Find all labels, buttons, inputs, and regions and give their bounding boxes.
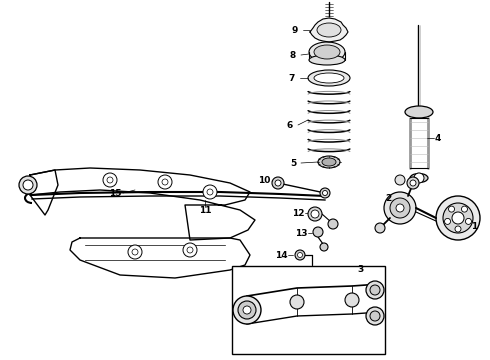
Circle shape (107, 177, 113, 183)
Circle shape (203, 185, 217, 199)
Circle shape (462, 206, 467, 212)
Circle shape (311, 210, 319, 218)
Circle shape (396, 204, 404, 212)
Circle shape (272, 177, 284, 189)
Circle shape (328, 219, 338, 229)
Text: 11: 11 (199, 206, 211, 215)
Ellipse shape (318, 156, 340, 168)
Ellipse shape (308, 70, 350, 86)
Circle shape (187, 247, 193, 253)
Circle shape (436, 196, 480, 240)
Text: 2: 2 (385, 194, 391, 202)
Circle shape (370, 285, 380, 295)
Circle shape (158, 175, 172, 189)
Circle shape (466, 219, 471, 224)
Ellipse shape (410, 174, 428, 183)
Text: 9: 9 (292, 26, 298, 35)
Circle shape (295, 250, 305, 260)
Circle shape (183, 243, 197, 257)
Text: 14: 14 (275, 251, 287, 260)
Text: 6: 6 (287, 121, 293, 130)
Circle shape (233, 296, 261, 324)
Circle shape (162, 179, 168, 185)
Circle shape (370, 311, 380, 321)
Circle shape (23, 180, 33, 190)
Text: 1: 1 (471, 221, 477, 230)
Ellipse shape (309, 42, 345, 62)
Circle shape (390, 198, 410, 218)
Circle shape (345, 293, 359, 307)
Ellipse shape (314, 73, 344, 83)
Circle shape (320, 188, 330, 198)
Circle shape (375, 223, 385, 233)
Circle shape (322, 190, 327, 195)
Circle shape (132, 249, 138, 255)
Text: 8: 8 (290, 50, 296, 59)
Ellipse shape (322, 158, 336, 166)
Ellipse shape (317, 23, 341, 37)
Circle shape (384, 192, 416, 224)
Text: 7: 7 (289, 73, 295, 82)
Circle shape (366, 281, 384, 299)
Text: 4: 4 (435, 134, 441, 143)
Circle shape (395, 175, 405, 185)
Polygon shape (310, 18, 348, 42)
Circle shape (207, 189, 213, 195)
Bar (232, 266, 385, 354)
Circle shape (103, 173, 117, 187)
Circle shape (444, 219, 450, 224)
Circle shape (407, 177, 419, 189)
Polygon shape (30, 170, 58, 215)
Circle shape (275, 180, 281, 186)
Circle shape (414, 173, 424, 183)
Circle shape (320, 243, 328, 251)
Text: 13: 13 (295, 229, 307, 238)
Ellipse shape (314, 45, 340, 59)
Circle shape (290, 295, 304, 309)
Text: 15: 15 (109, 189, 121, 198)
Circle shape (452, 212, 464, 224)
Circle shape (410, 180, 416, 186)
Circle shape (19, 176, 37, 194)
Circle shape (313, 227, 323, 237)
Circle shape (366, 307, 384, 325)
Circle shape (297, 252, 302, 257)
Ellipse shape (309, 55, 345, 65)
Ellipse shape (405, 106, 433, 118)
Text: 10: 10 (258, 176, 270, 185)
Text: 3: 3 (357, 266, 363, 274)
Circle shape (128, 245, 142, 259)
Circle shape (448, 206, 455, 212)
Text: 12: 12 (292, 208, 304, 217)
Circle shape (455, 226, 461, 232)
Polygon shape (70, 238, 250, 278)
Polygon shape (30, 168, 255, 240)
Circle shape (238, 301, 256, 319)
Circle shape (243, 306, 251, 314)
Circle shape (443, 203, 473, 233)
Text: 5: 5 (290, 158, 296, 167)
Circle shape (308, 207, 322, 221)
